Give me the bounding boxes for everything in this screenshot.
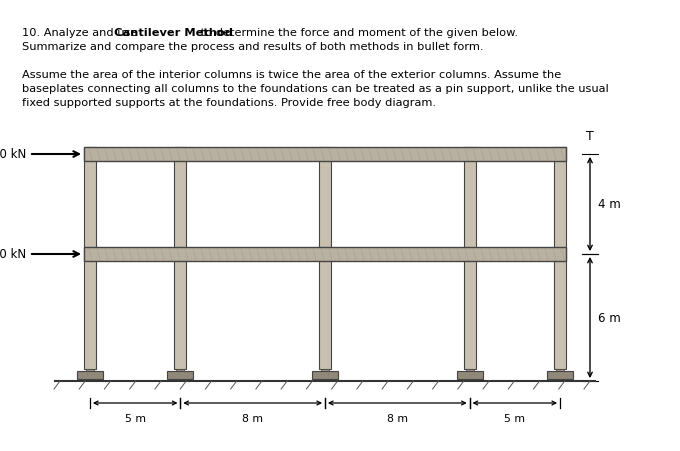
Text: 5 m: 5 m (505, 413, 526, 423)
Text: fixed supported supports at the foundations. Provide free body diagram.: fixed supported supports at the foundati… (22, 98, 436, 108)
Bar (554, 147, 566, 369)
Text: Cantilever Method: Cantilever Method (114, 28, 233, 38)
Bar (312, 371, 338, 379)
Bar (77, 371, 103, 379)
Text: Assume the area of the interior columns is twice the area of the exterior column: Assume the area of the interior columns … (22, 70, 561, 80)
Text: baseplates connecting all columns to the foundations can be treated as a pin sup: baseplates connecting all columns to the… (22, 84, 609, 94)
Text: 30 kN: 30 kN (0, 248, 26, 261)
Bar (167, 371, 193, 379)
Text: to determine the force and moment of the given below.: to determine the force and moment of the… (197, 28, 518, 38)
Bar (321, 369, 329, 379)
Bar (464, 147, 475, 369)
Text: 10 kN: 10 kN (0, 148, 26, 161)
Text: 8 m: 8 m (242, 413, 263, 423)
Text: Summarize and compare the process and results of both methods in bullet form.: Summarize and compare the process and re… (22, 42, 483, 52)
Text: 10. Analyze and use: 10. Analyze and use (22, 28, 141, 38)
Bar (556, 369, 564, 379)
Text: 6 m: 6 m (598, 311, 621, 324)
Bar (176, 369, 184, 379)
Bar (456, 371, 483, 379)
Bar (547, 371, 573, 379)
Bar (174, 147, 186, 369)
Bar (84, 147, 566, 161)
Text: 4 m: 4 m (598, 198, 621, 211)
Bar (319, 147, 331, 369)
Text: 8 m: 8 m (387, 413, 408, 423)
Bar (86, 369, 94, 379)
Bar (84, 248, 566, 262)
Text: 5 m: 5 m (124, 413, 146, 423)
Bar (466, 369, 473, 379)
Bar (84, 147, 96, 369)
Text: T: T (586, 130, 594, 143)
